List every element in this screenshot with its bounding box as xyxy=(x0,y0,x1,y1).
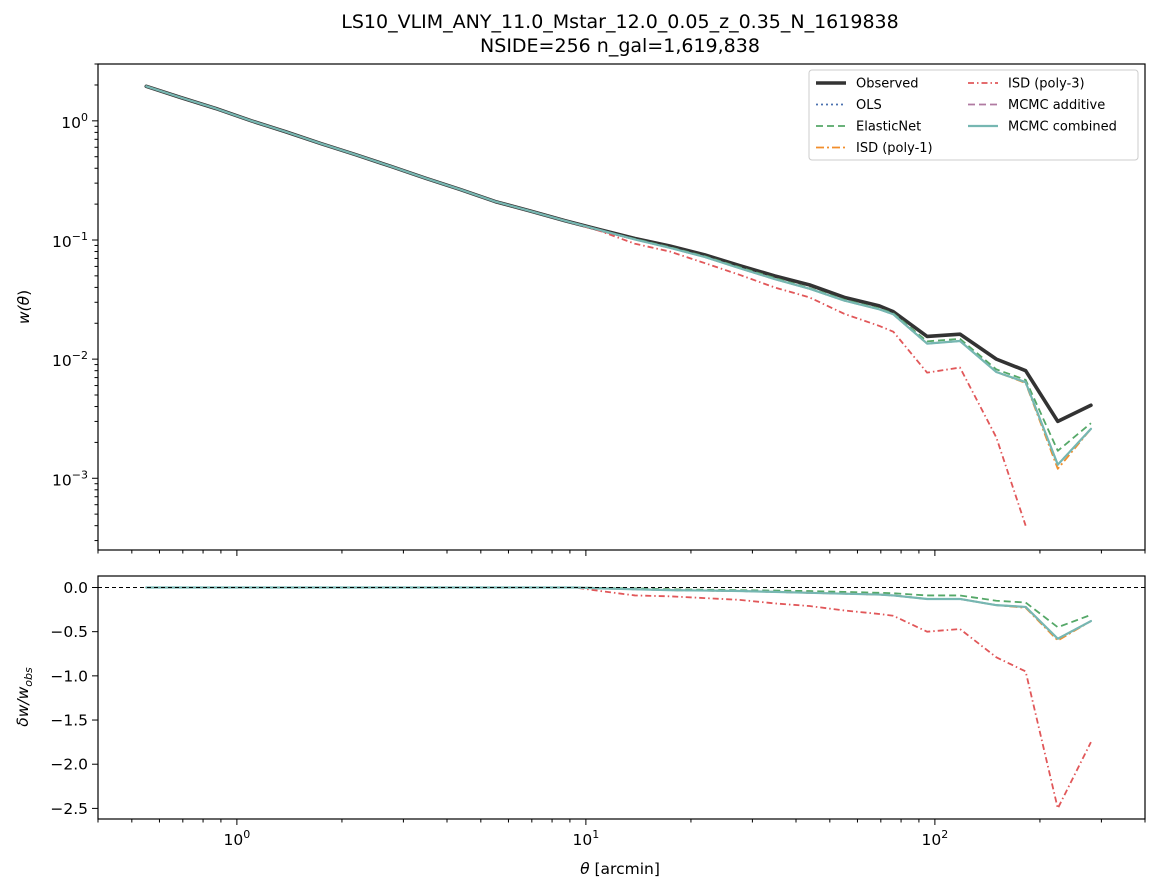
chart-title-line-1: LS10_VLIM_ANY_11.0_Mstar_12.0_0.05_z_0.3… xyxy=(341,11,898,33)
top-y-axis-label: w(θ) xyxy=(15,290,33,324)
bottom-x-tick-label: 102 xyxy=(922,828,949,849)
bottom-axes-frame xyxy=(97,575,1146,820)
top-y-tick-label: 10−1 xyxy=(52,230,88,251)
legend-label-isd-poly-3: ISD (poly-3) xyxy=(1008,77,1085,92)
bottom-y-tick-label: 0.0 xyxy=(63,579,88,597)
top-series-mcmc-combined xyxy=(145,85,1093,466)
legend-box xyxy=(808,69,1139,161)
legend-label-ols: OLS xyxy=(856,98,882,113)
bottom-x-tick-label: 101 xyxy=(573,828,600,849)
legend-label-observed: Observed xyxy=(856,77,919,92)
top-y-tick-label: 10−2 xyxy=(52,349,88,370)
bottom-y-tick-label: −1.5 xyxy=(50,712,88,730)
legend: Observed OLS ElasticNet ISD (poly-1) ISD (po… xyxy=(808,69,1139,161)
bottom-y-tick-label: −2.0 xyxy=(50,756,88,774)
legend-label-mcmc-additive: MCMC additive xyxy=(1008,98,1105,113)
x-axis-label: θ [arcmin] xyxy=(580,860,660,878)
legend-label-isd-poly-1: ISD (poly-1) xyxy=(856,141,933,156)
bottom-panel: 100 101 102 0.0 −0.5 −1.0 −1.5 −2.0 −2.5 δw/wob… xyxy=(14,575,1146,878)
top-y-tick-label: 100 xyxy=(61,111,88,132)
bottom-series-mcmc-combined xyxy=(145,586,1093,640)
top-axes-frame xyxy=(97,63,1146,551)
bottom-y-tick-label: −2.5 xyxy=(50,800,88,818)
top-panel: 100 10−1 10−2 10−3 w(θ) xyxy=(15,63,1146,556)
bottom-y-tick-label: −1.0 xyxy=(50,667,88,685)
bottom-x-tick-label: 100 xyxy=(224,828,251,849)
legend-label-elasticnet: ElasticNet xyxy=(856,120,921,135)
top-y-tick-label: 10−3 xyxy=(52,468,88,489)
bottom-y-axis-label: δw/wobs xyxy=(14,667,35,727)
legend-label-mcmc-combined: MCMC combined xyxy=(1008,120,1117,135)
bottom-y-tick-label: −0.5 xyxy=(50,623,88,641)
chart-title-line-2: NSIDE=256 n_gal=1,619,838 xyxy=(480,35,760,57)
